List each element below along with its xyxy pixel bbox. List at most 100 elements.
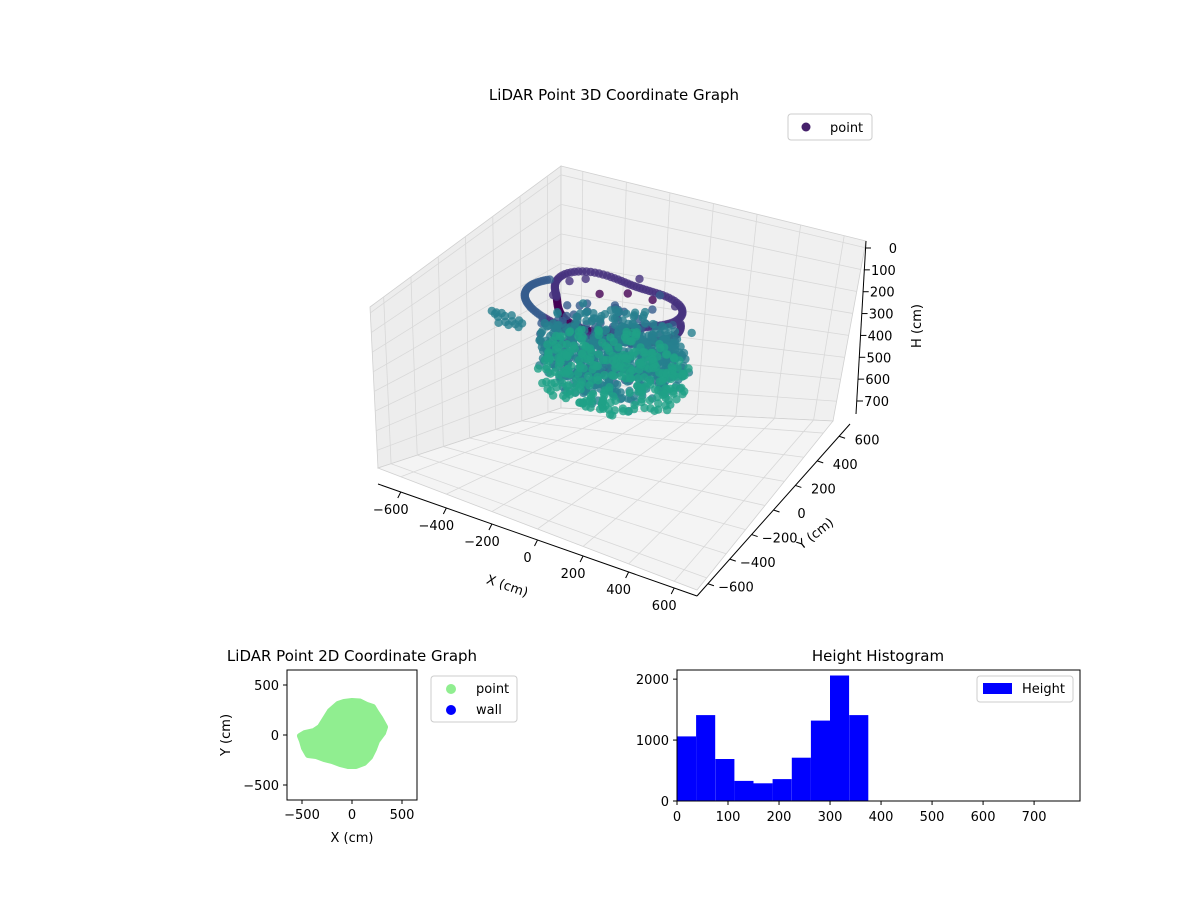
point-3d xyxy=(672,395,681,404)
point-3d xyxy=(654,399,663,408)
point-3d xyxy=(553,308,562,317)
point-3d xyxy=(581,308,590,318)
point-3d xyxy=(608,356,617,365)
legend-3d-box xyxy=(787,113,873,141)
histogram-bar xyxy=(753,783,773,801)
point-3d xyxy=(543,384,552,394)
point-3d xyxy=(514,322,523,332)
grid-line-x-vertical xyxy=(696,203,714,415)
point-3d xyxy=(599,355,608,365)
point-3d xyxy=(655,368,664,377)
y-tick-label-2d: 500 xyxy=(254,679,279,694)
point-3d xyxy=(609,392,618,401)
point-3d xyxy=(650,385,660,394)
grid-line-y-vertical xyxy=(519,196,523,421)
point-3d xyxy=(574,332,583,341)
legend-3d-marker-point xyxy=(801,122,811,132)
point-3d xyxy=(578,299,588,308)
z-tick-label-3d: 200 xyxy=(870,286,895,301)
grid-line-z xyxy=(373,262,853,373)
point-3d xyxy=(562,382,571,391)
histogram-title: Height Histogram xyxy=(812,647,944,665)
point-cloud-3d xyxy=(487,267,696,420)
point-3d xyxy=(592,361,601,371)
x-tick-label-3d: 400 xyxy=(606,583,631,598)
grid-line-y-vertical xyxy=(383,296,392,464)
histogram-bar xyxy=(810,720,830,801)
x-tick-3d xyxy=(579,555,584,563)
histogram-bar xyxy=(677,736,697,801)
histogram-bar xyxy=(715,759,735,801)
point-3d xyxy=(551,340,560,349)
point-3d xyxy=(676,319,685,329)
point-3d xyxy=(632,282,641,292)
plot-2d-title: LiDAR Point 2D Coordinate Graph xyxy=(227,647,477,665)
x-tick-3d xyxy=(534,539,538,547)
x-tick-label-2d: 0 xyxy=(348,808,356,823)
histogram-x-tick-label: 300 xyxy=(818,810,843,825)
x-tick-3d xyxy=(397,491,402,499)
point-3d xyxy=(535,336,544,345)
pane-floor xyxy=(376,407,834,591)
x-tick-label-3d: −400 xyxy=(418,519,454,534)
z-tick-label-3d: 400 xyxy=(868,329,893,344)
point-3d xyxy=(574,356,584,365)
grid-line-x-vertical xyxy=(774,224,802,419)
point-3d xyxy=(494,318,503,327)
point-3d xyxy=(561,369,570,378)
scatter-2d-points xyxy=(297,698,388,769)
point-3d xyxy=(631,347,640,357)
point-3d xyxy=(585,381,594,390)
point-3d xyxy=(662,405,672,415)
point-3d xyxy=(621,374,630,383)
histogram-bar xyxy=(849,715,869,801)
grid-line-z xyxy=(374,292,849,392)
histogram-x-tick-label: 100 xyxy=(716,810,741,825)
x-tick-label-3d: −200 xyxy=(464,535,500,550)
point-3d xyxy=(591,314,600,323)
ticks-3d: −600 −400 −200 0 200 400 600 −600 −400 −200 0 200 40… xyxy=(373,242,897,614)
point-3d xyxy=(600,370,609,380)
y-tick-label-3d: 200 xyxy=(811,482,836,497)
x-axis-label-2d: X (cm) xyxy=(331,831,374,846)
grid-line-x-vertical xyxy=(735,214,758,417)
histogram-x-tick-label: 0 xyxy=(673,810,681,825)
point-3d xyxy=(633,374,643,383)
point-3d xyxy=(566,327,575,336)
z-tick-label-3d: 700 xyxy=(864,395,889,410)
histogram-y-tick-label: 2000 xyxy=(636,673,669,688)
point-3d xyxy=(666,374,676,384)
scatter-2d-point-region xyxy=(297,698,388,769)
point-3d xyxy=(668,344,677,354)
point-3d xyxy=(588,389,598,399)
point-3d xyxy=(538,378,547,388)
histogram-ticks: 0 100 200 300 400 500 600 700 0 1000 2000 xyxy=(636,673,1047,825)
point-3d xyxy=(504,320,513,330)
point-3d xyxy=(622,309,631,318)
point-3d xyxy=(569,341,578,350)
point-3d xyxy=(640,403,649,413)
point-3d xyxy=(637,395,646,404)
point-3d xyxy=(581,274,590,284)
grid-line-y xyxy=(495,429,785,482)
point-3d xyxy=(493,312,503,321)
legend-histogram-label: Height xyxy=(1022,682,1065,697)
x-tick-label-2d: −500 xyxy=(284,808,320,823)
x-tick-label-2d: 500 xyxy=(390,808,415,823)
point-3d xyxy=(629,312,638,321)
legend-2d-marker-wall xyxy=(446,705,456,715)
point-3d xyxy=(660,389,669,399)
histogram-bars xyxy=(677,675,869,801)
z-tick-label-3d: 0 xyxy=(889,242,897,257)
histogram-x-tick-label: 700 xyxy=(1022,810,1047,825)
histogram-x-tick-label: 200 xyxy=(767,810,792,825)
point-3d xyxy=(684,364,693,373)
point-3d xyxy=(573,316,582,325)
grid-line-y-vertical xyxy=(437,256,444,447)
y-tick-3d xyxy=(795,484,802,488)
point-3d xyxy=(641,353,650,362)
grid-line-x-vertical xyxy=(813,235,845,421)
plot-2d: LiDAR Point 2D Coordinate Graph −500−500… xyxy=(219,647,518,846)
point-3d xyxy=(619,407,628,416)
point-3d xyxy=(594,350,603,359)
